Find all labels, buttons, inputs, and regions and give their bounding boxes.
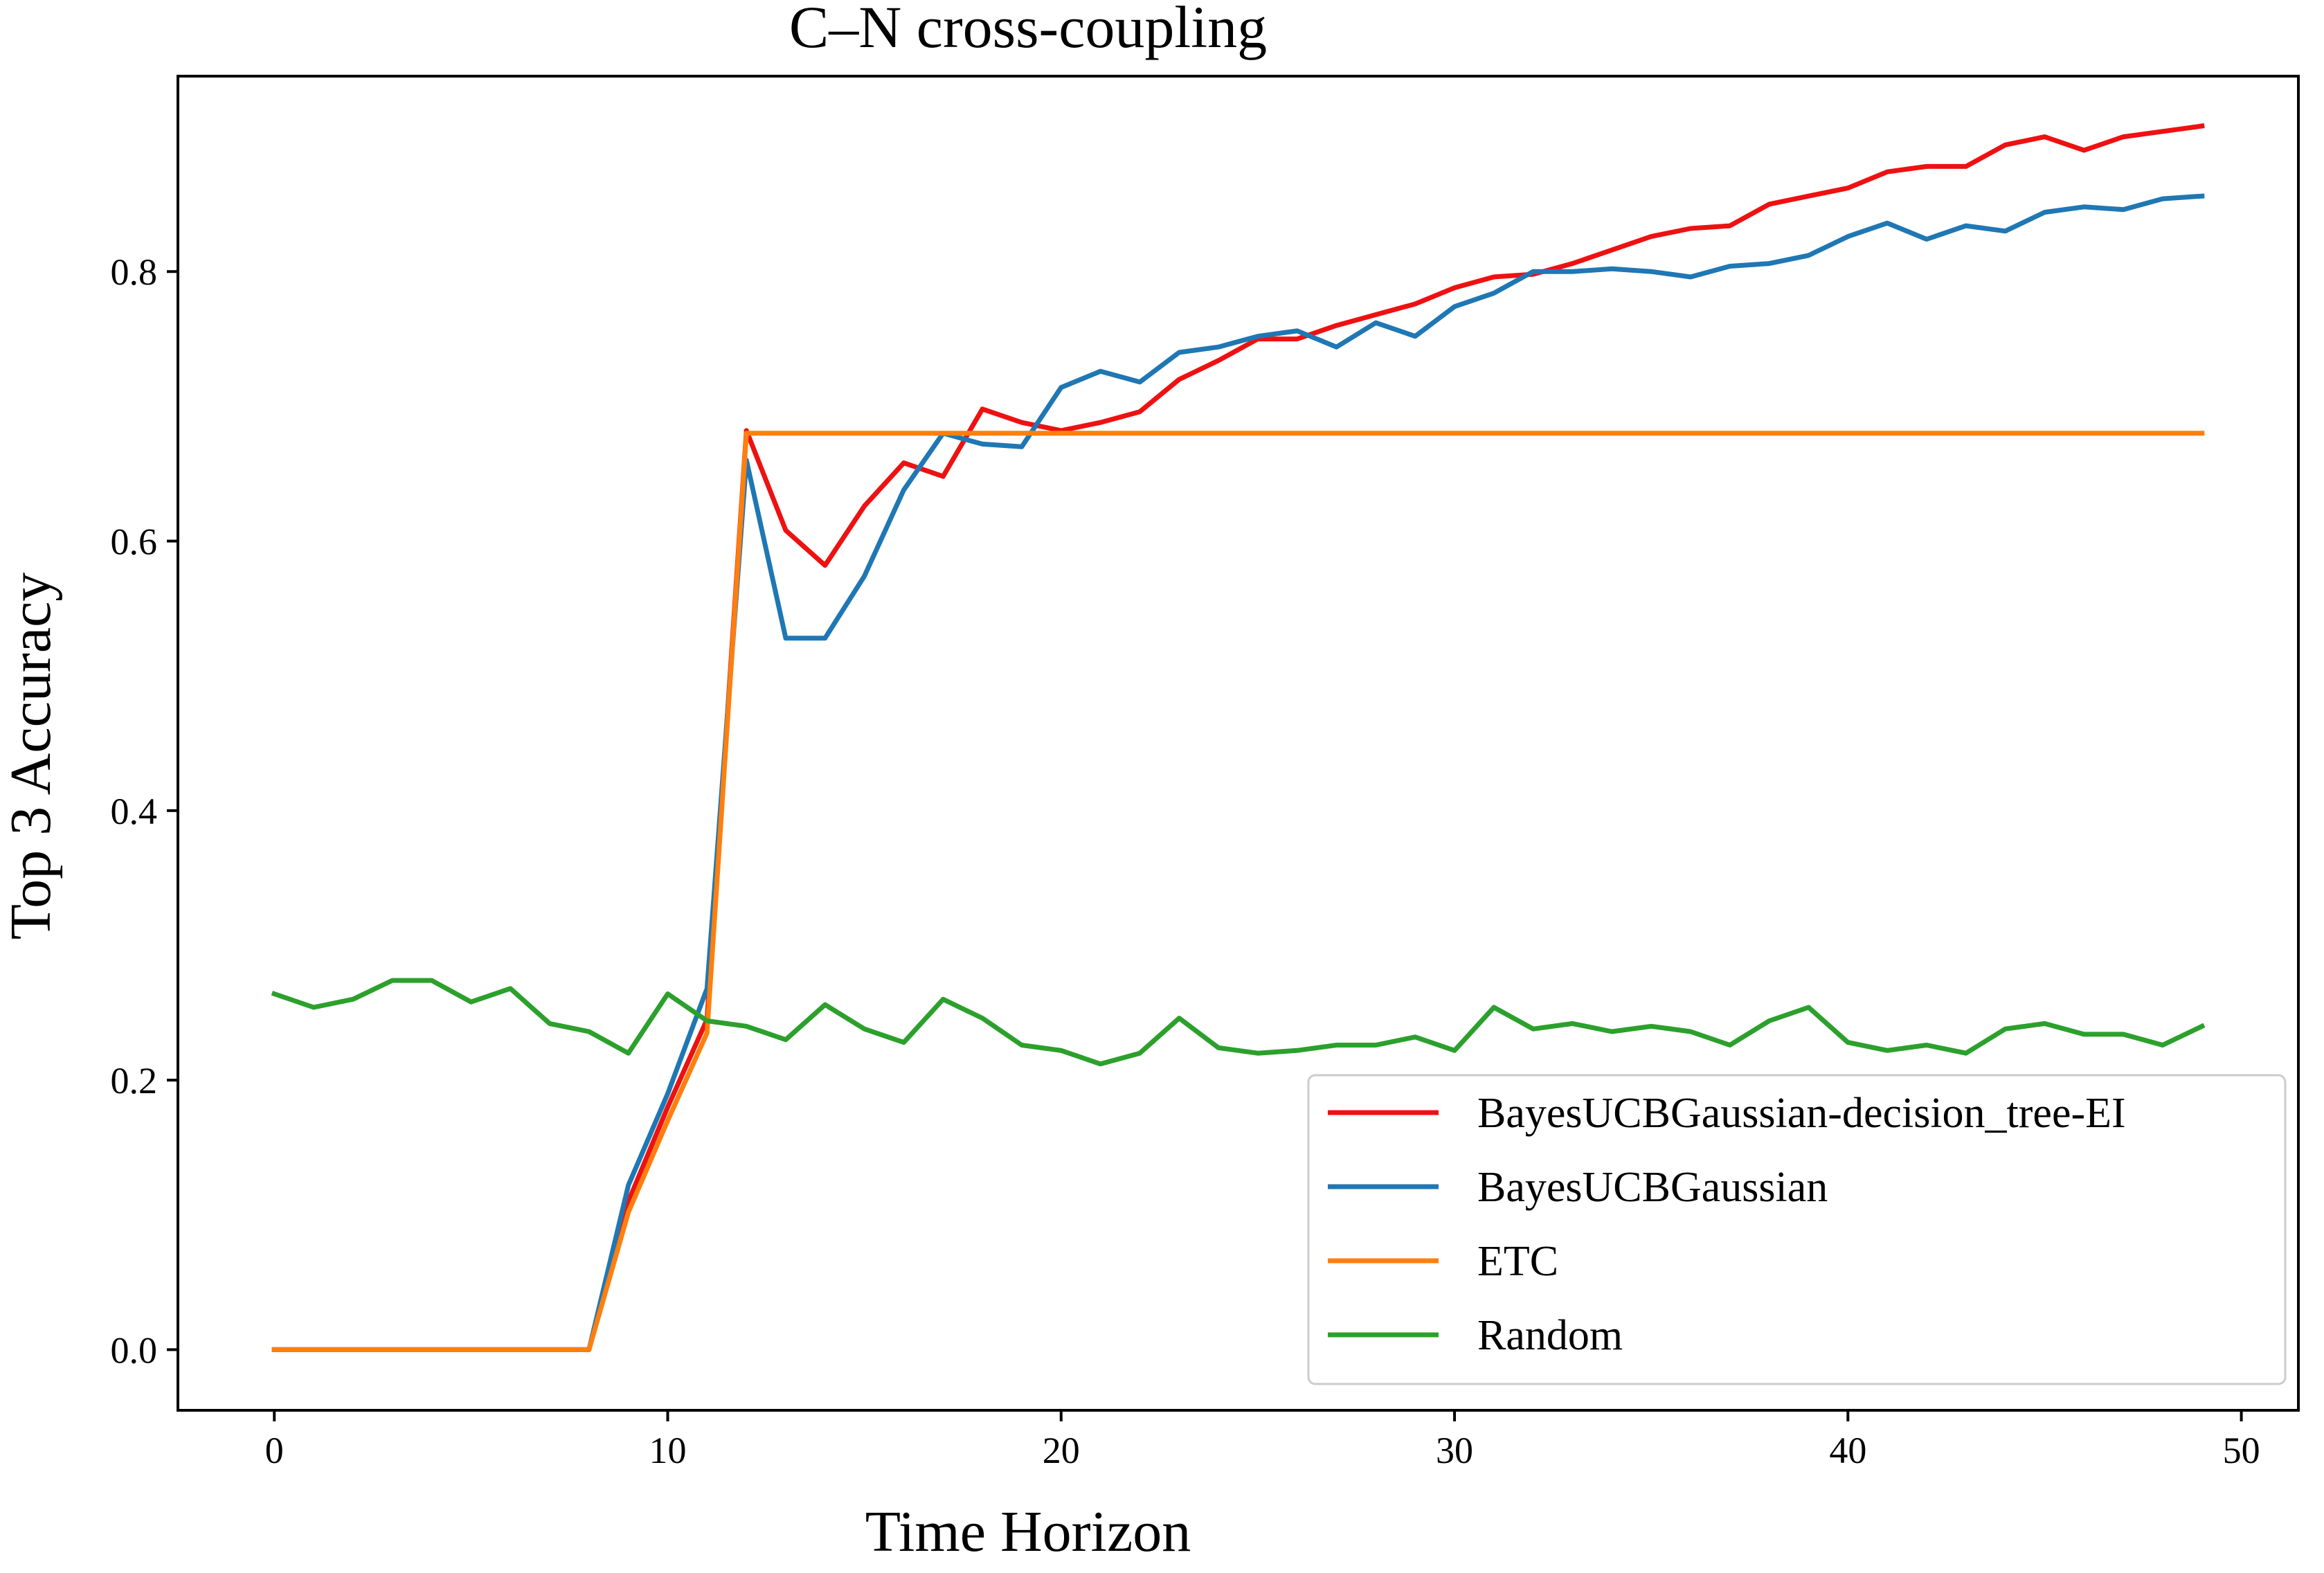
legend-label-bayesucbgaussian-decision-tree-ei: BayesUCBGaussian-decision_tree-EI: [1477, 1090, 2126, 1137]
x-tick-label: 0: [265, 1430, 284, 1471]
y-tick-label: 0.2: [111, 1060, 158, 1102]
chart-title: C–N cross-coupling: [789, 0, 1267, 60]
series-line-etc: [271, 431, 2205, 1352]
y-tick-label: 0.8: [111, 251, 158, 293]
x-tick-label: 30: [1436, 1430, 1473, 1471]
y-axis-title: Top 3 Accuracy: [0, 573, 63, 940]
plot-area-frame: [177, 75, 2300, 1412]
tick-layer: 0 10 20 30 40 50 0.0 0.2 0.4 0.6 0.8: [111, 251, 2260, 1471]
series-line-random: [271, 978, 2206, 1067]
legend-label-bayesucbgaussian: BayesUCBGaussian: [1477, 1164, 1828, 1211]
legend-box: [1307, 1074, 2287, 1385]
series-layer: [271, 123, 2206, 1352]
x-tick-label: 20: [1043, 1430, 1080, 1471]
y-tick-label: 0.4: [111, 791, 158, 832]
x-tick-label: 40: [1829, 1430, 1866, 1471]
x-axis-title: Time Horizon: [865, 1500, 1191, 1564]
x-tick-label: 10: [649, 1430, 687, 1471]
y-tick-label: 0.6: [111, 521, 158, 563]
legend-label-random: Random: [1477, 1312, 1623, 1359]
legend: BayesUCBGaussian-decision_tree-EI BayesUC…: [1307, 1074, 2287, 1385]
x-tick-label: 50: [2223, 1430, 2260, 1471]
legend-label-etc: ETC: [1477, 1238, 1558, 1285]
y-tick-label: 0.0: [111, 1329, 158, 1371]
